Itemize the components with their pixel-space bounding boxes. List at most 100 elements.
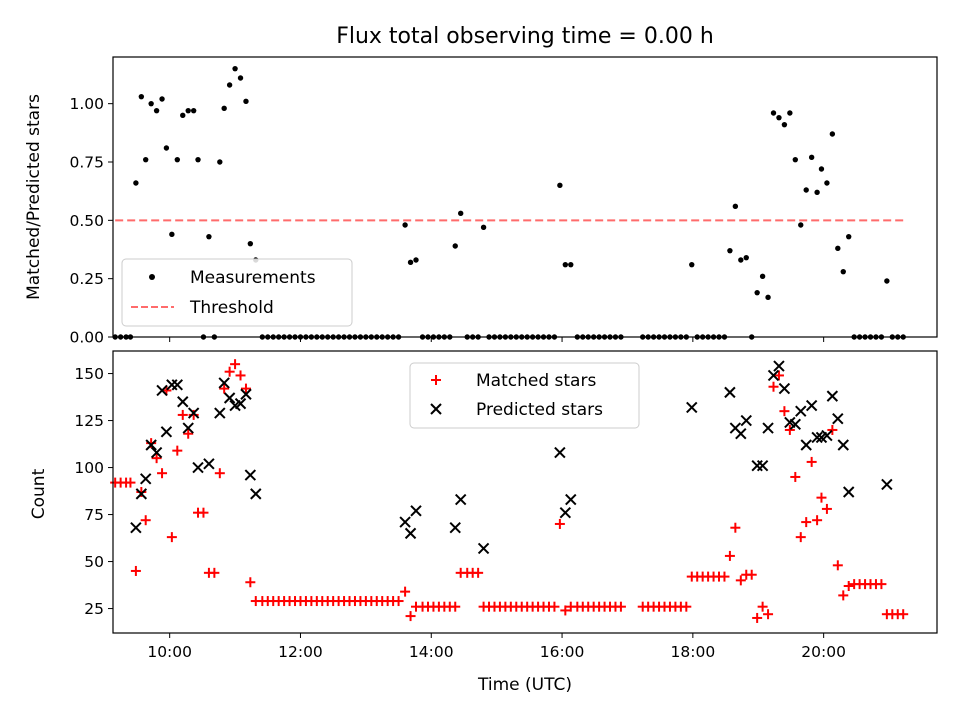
bottom-y-axis-label: Count	[29, 468, 49, 519]
predicted-star-point	[223, 392, 236, 404]
matched-star-point	[724, 550, 735, 561]
measurement-point	[237, 75, 244, 81]
measurement-point	[452, 243, 458, 249]
matched-star-point	[790, 471, 801, 482]
top-legend: Measurements Threshold	[121, 258, 353, 327]
measurement-point	[133, 180, 139, 186]
predicted-star-point	[145, 439, 157, 451]
predicted-star-point	[156, 384, 168, 397]
measurement-point	[562, 261, 569, 268]
matched-star-point	[245, 577, 256, 588]
predicted-star-point	[821, 429, 833, 442]
predicted-star-point	[130, 522, 142, 534]
measurement-point	[829, 131, 836, 137]
measurement-point	[169, 231, 175, 238]
predicted-star-point	[404, 527, 417, 540]
predicted-star-point	[795, 405, 807, 417]
bottom-x-tick-label: 18:00	[671, 643, 716, 661]
measurement-point	[808, 154, 815, 161]
bottom-legend-box	[409, 362, 640, 429]
measurement-point	[818, 166, 825, 172]
predicted-star-point	[203, 458, 215, 470]
measurement-point	[689, 261, 695, 268]
measurement-point	[824, 180, 830, 186]
legend-matched-label: Matched stars	[476, 371, 596, 391]
predicted-star-point	[805, 399, 818, 412]
measurement-point	[163, 145, 170, 151]
measurement-point	[153, 107, 160, 114]
bottom-x-tick-label: 16:00	[540, 643, 585, 661]
measurement-point	[457, 210, 464, 217]
matched-star-point	[230, 359, 241, 370]
matched-star-point	[125, 477, 136, 488]
predicted-star-point	[399, 516, 411, 528]
measurement-point	[180, 112, 186, 119]
measurement-point	[402, 222, 408, 228]
count-panel: Count Time (UTC) 25 50 75 100 125 150 10:00 12…	[29, 350, 938, 695]
measurement-point	[846, 233, 852, 240]
predicted-star-point	[565, 493, 577, 506]
matched-star-point	[400, 586, 411, 597]
measurement-point	[190, 107, 197, 114]
measurement-point	[770, 110, 777, 116]
ratio-panel: Flux total observing time = 0.00 h Match…	[24, 24, 938, 347]
matched-star-point	[140, 515, 151, 526]
matched-star-point	[876, 579, 887, 590]
measurement-point	[206, 233, 212, 240]
predicted-star-point	[773, 360, 785, 372]
measurement-point	[743, 254, 749, 261]
matched-star-point	[198, 507, 209, 518]
predicted-star-point	[811, 431, 823, 444]
bottom-x-tick-label: 12:00	[278, 643, 323, 661]
matched-star-point	[779, 406, 790, 417]
bottom-x-tick-label: 20:00	[801, 643, 846, 661]
x-axis-label: Time (UTC)	[477, 675, 572, 695]
matched-star-point	[821, 503, 832, 514]
predicted-star-point	[187, 407, 200, 419]
measurement-point	[232, 65, 238, 72]
predicted-star-point	[740, 414, 752, 427]
predicted-star-point	[686, 401, 698, 414]
measurement-point	[781, 121, 788, 128]
matched-star-point	[784, 424, 795, 435]
measurement-point	[185, 107, 191, 114]
measurement-point	[792, 156, 799, 163]
matched-star-point	[832, 560, 843, 571]
measurement-point	[195, 156, 201, 163]
predicted-star-point	[160, 426, 173, 438]
matched-star-point	[746, 569, 757, 580]
measurement-point	[798, 222, 804, 228]
bottom-y-tick-label: 50	[84, 553, 104, 571]
matched-star-point	[151, 453, 162, 464]
matched-star-point	[898, 609, 909, 620]
predicted-star-point	[454, 493, 467, 506]
matched-star-point	[763, 609, 774, 620]
predicted-star-point	[182, 422, 194, 434]
matched-star-point	[735, 575, 746, 586]
matched-star-point	[177, 409, 188, 420]
measurement-point	[814, 189, 820, 196]
measurement-point	[413, 257, 419, 263]
matched-star-point	[130, 565, 141, 576]
measurement-point	[754, 289, 760, 296]
measurement-point	[759, 273, 766, 280]
predicted-star-point	[244, 469, 257, 481]
measurement-point	[247, 240, 254, 247]
bottom-y-ticks: 25 50 75 100 125 150	[74, 365, 113, 618]
predicted-star-point	[767, 369, 780, 382]
matched-star-point	[816, 492, 827, 503]
matched-star-point	[806, 456, 817, 467]
top-y-tick-label: 0.50	[69, 212, 104, 230]
measurement-point	[142, 156, 149, 163]
predicted-star-point	[240, 388, 252, 400]
bottom-plot-marks	[110, 359, 909, 623]
top-y-tick-label: 0.00	[69, 329, 104, 347]
matched-star-point	[214, 468, 225, 479]
matched-star-point	[838, 590, 849, 601]
matched-star-point	[157, 468, 168, 479]
top-axes-frame	[112, 56, 938, 338]
matched-star-point	[209, 567, 220, 578]
predicted-star-point	[177, 396, 189, 408]
measurement-point	[884, 278, 890, 284]
